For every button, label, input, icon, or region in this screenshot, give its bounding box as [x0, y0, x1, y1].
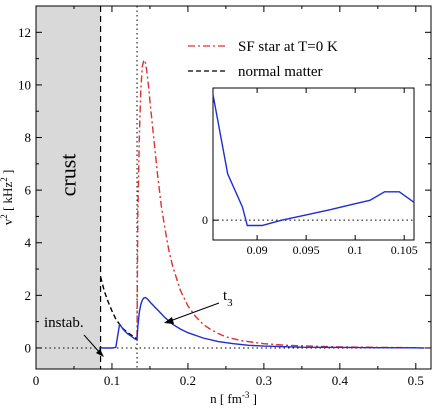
annotation-instab: instab. [44, 315, 84, 331]
inset-x-tick-label: 0.1 [348, 243, 363, 257]
y-tick-label: 8 [25, 130, 32, 145]
y-axis-title-unit: [ kHz [0, 182, 15, 215]
y-tick-label: 2 [25, 288, 32, 303]
x-tick-label: 0.4 [332, 373, 349, 388]
annotations: instab. t3 [44, 288, 233, 357]
inset-y-tick-label: 0 [202, 213, 208, 227]
inset-x-axis-ticks: 0.09 0.095 0.1 0.105 [247, 88, 418, 257]
x-tick-label: 0.1 [104, 373, 120, 388]
y-tick-label: 12 [18, 25, 31, 40]
y-tick-label: 10 [18, 77, 31, 92]
annotation-t3-arrowhead [164, 317, 174, 324]
x-axis-title-main: n [ fm [210, 391, 242, 406]
x-tick-label: 0 [33, 373, 40, 388]
crust-label: crust [55, 154, 80, 197]
y-axis-title-unit-exponent: 2 [0, 177, 9, 182]
y-axis-ticks: 0 2 4 6 8 10 12 [18, 25, 431, 355]
plot-frame [35, 5, 432, 370]
y-tick-label: 4 [25, 235, 32, 250]
legend-label-normal-matter: normal matter [238, 64, 323, 80]
inset-x-tick-label: 0.105 [391, 243, 418, 257]
y-axis-title-exponent: 2 [0, 214, 9, 219]
x-axis-title: n [ fm-3 ] [210, 390, 257, 406]
annotation-t3-arrow [169, 302, 220, 322]
x-axis-ticks: 0 0.1 0.2 0.3 0.4 0.5 [33, 6, 424, 388]
legend: SF star at T=0 K normal matter [188, 39, 338, 80]
series-line-t3 [100, 296, 424, 349]
inset-y-axis-ticks: 0 [202, 213, 218, 227]
series-line-sf-star-at-t-0-k [136, 57, 416, 349]
y-axis-title-symbol: v [0, 218, 15, 225]
y-axis-title: v2 [ kHz2 ] [0, 170, 15, 226]
annotation-t3-main: t [223, 288, 228, 304]
x-tick-label: 0.5 [408, 373, 424, 388]
inset-x-tick-label: 0.09 [247, 243, 268, 257]
annotation-t3-subscript: 3 [227, 297, 233, 309]
inset-frame [212, 87, 415, 241]
y-tick-label: 6 [25, 183, 32, 198]
annotation-instab-arrowhead [96, 349, 104, 357]
crust-region [36, 6, 101, 369]
x-axis-title-exponent: -3 [242, 390, 250, 400]
x-axis-title-end: ] [249, 391, 257, 406]
series-group [99, 57, 424, 349]
y-axis-title-end: ] [0, 170, 15, 178]
annotation-t3: t3 [223, 288, 233, 309]
inset-series-line [212, 94, 415, 227]
x-tick-label: 0.3 [256, 373, 272, 388]
inset-x-tick-label: 0.095 [293, 243, 320, 257]
x-tick-label: 0.2 [180, 373, 196, 388]
inset-chart: 0.09 0.095 0.1 0.105 0 [202, 87, 418, 257]
y-tick-label: 0 [25, 340, 32, 355]
legend-label-sf-star: SF star at T=0 K [238, 39, 338, 55]
